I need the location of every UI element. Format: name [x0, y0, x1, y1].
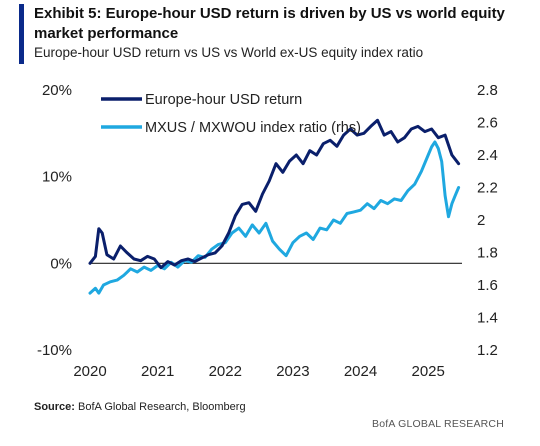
source-note: Source: BofA Global Research, Bloomberg: [34, 401, 246, 413]
y-right-tick-label: 2.2: [477, 180, 498, 197]
x-tick-label: 2022: [209, 363, 242, 380]
title-accent-bar: [19, 4, 24, 64]
legend-label: Europe-hour USD return: [145, 92, 302, 108]
y-right-tick-label: 2.8: [477, 82, 498, 99]
y-right-tick-label: 1.4: [477, 310, 498, 327]
chart-subtitle: Europe-hour USD return vs US vs World ex…: [34, 45, 424, 60]
source-text: BofA Global Research, Bloomberg: [74, 401, 246, 413]
x-tick-label: 2024: [344, 363, 377, 380]
y-right-tick-label: 2.6: [477, 115, 498, 132]
brand-footer: BofA GLOBAL RESEARCH: [372, 418, 504, 430]
legend-label: MXUS / MXWOU index ratio (rhs): [145, 120, 361, 136]
y-right-tick-label: 1.8: [477, 245, 498, 262]
y-right-tick-label: 2: [477, 212, 485, 229]
y-right-tick-label: 1.2: [477, 342, 498, 359]
y-left-tick-label: 20%: [42, 82, 72, 99]
chart-svg: -10% 0% 10% 20% 1.2 1.4 1.6 1.8 2 2.2 2.4 2.6 2.8 202…: [37, 82, 498, 380]
y-left-tick-label: 0%: [50, 255, 72, 272]
x-tick-label: 2025: [411, 363, 444, 380]
exhibit-title: Exhibit 5: Europe-hour USD return is dri…: [34, 5, 505, 42]
y-right-tick-label: 1.6: [477, 277, 498, 294]
series-line-usd-return: [88, 118, 461, 270]
x-tick-label: 2023: [276, 363, 309, 380]
series-line-index-ratio: [88, 140, 461, 295]
y-right-tick-label: 2.4: [477, 147, 498, 164]
source-label: Source:: [34, 401, 75, 413]
x-tick-label: 2020: [73, 363, 106, 380]
y-left-tick-label: 10%: [42, 169, 72, 186]
y-left-tick-label: -10%: [37, 342, 72, 359]
x-tick-label: 2021: [141, 363, 174, 380]
